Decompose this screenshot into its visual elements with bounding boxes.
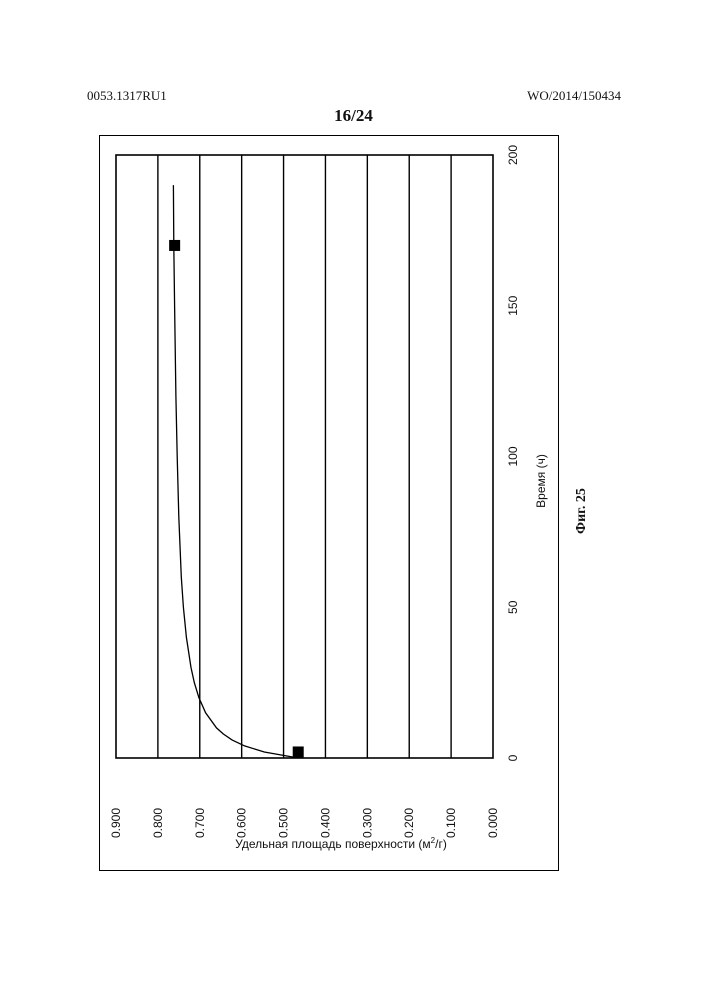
y-tick-label: 0.600 — [235, 808, 249, 838]
x-tick-label: 200 — [506, 145, 520, 165]
y-tick-label: 0.200 — [402, 808, 416, 838]
y-tick-label: 0.300 — [360, 808, 374, 838]
data-point-marker — [169, 240, 180, 251]
y-tick-label: 0.700 — [193, 808, 207, 838]
x-tick-label: 50 — [506, 600, 520, 614]
y-tick-label: 0.800 — [151, 808, 165, 838]
x-tick-label: 100 — [506, 446, 520, 466]
y-tick-label: 0.500 — [277, 808, 291, 838]
x-axis-label: Время (ч) — [534, 454, 548, 508]
y-tick-label: 0.100 — [444, 808, 458, 838]
x-tick-label: 0 — [506, 754, 520, 761]
data-point-marker — [293, 746, 304, 757]
y-tick-label: 0.000 — [486, 808, 500, 838]
series-line — [173, 185, 298, 758]
y-tick-label: 0.400 — [318, 808, 332, 838]
y-tick-label: 0.900 — [109, 808, 123, 838]
x-tick-label: 150 — [506, 295, 520, 315]
y-axis-label: Удельная площадь поверхности (м2/г) — [235, 836, 447, 851]
